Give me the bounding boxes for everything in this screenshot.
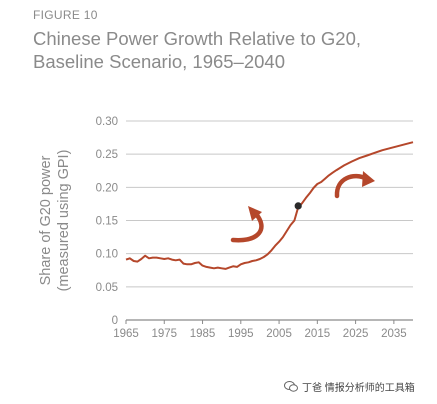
gridlines [126, 120, 413, 288]
figure-label: FIGURE 10 [33, 8, 98, 22]
inflection-point-marker [294, 202, 302, 210]
y-tick-label: 0.05 [96, 282, 118, 294]
chart-title-line-1: Chinese Power Growth Relative to G20, [33, 28, 362, 49]
y-tick-label: 0.25 [96, 149, 118, 161]
x-tick-label: 2035 [381, 328, 407, 340]
y-tick-labels: 0 0.05 0.10 0.15 0.20 0.25 0.30 [96, 116, 118, 327]
x-tick-label: 1985 [190, 328, 216, 340]
y-axis-label-line-1: Share of G20 power [38, 155, 54, 285]
series-line [125, 141, 414, 270]
x-tick-labels: 1965 1975 1985 1995 2005 2015 2025 2035 [113, 320, 407, 340]
watermark-text: 丁爸 情报分析师的工具箱 [302, 383, 415, 394]
chart-title: Chinese Power Growth Relative to G20, Ba… [33, 27, 428, 73]
x-tick-label: 1995 [228, 328, 254, 340]
y-axis-label-line-2: (measured using GPI) [56, 150, 72, 292]
x-tick-label: 2015 [305, 328, 331, 340]
x-tick-label: 1975 [151, 328, 177, 340]
watermark: 丁爸 情报分析师的工具箱 [284, 379, 415, 394]
x-tick-label: 1965 [113, 328, 139, 340]
y-tick-label: 0.20 [96, 182, 118, 194]
chart-title-line-2: Baseline Scenario, 1965–2040 [33, 51, 285, 72]
curved-arrow-icon [230, 206, 264, 243]
wechat-icon [284, 381, 298, 392]
y-tick-label: 0.10 [96, 249, 118, 261]
x-tick-label: 2025 [343, 328, 369, 340]
curved-arrow-icon [334, 171, 375, 199]
y-tick-label: 0 [112, 315, 118, 327]
rotation-arrows [230, 171, 375, 243]
y-tick-label: 0.15 [96, 216, 118, 228]
y-tick-label: 0.30 [96, 116, 118, 128]
x-tick-label: 2005 [266, 328, 292, 340]
